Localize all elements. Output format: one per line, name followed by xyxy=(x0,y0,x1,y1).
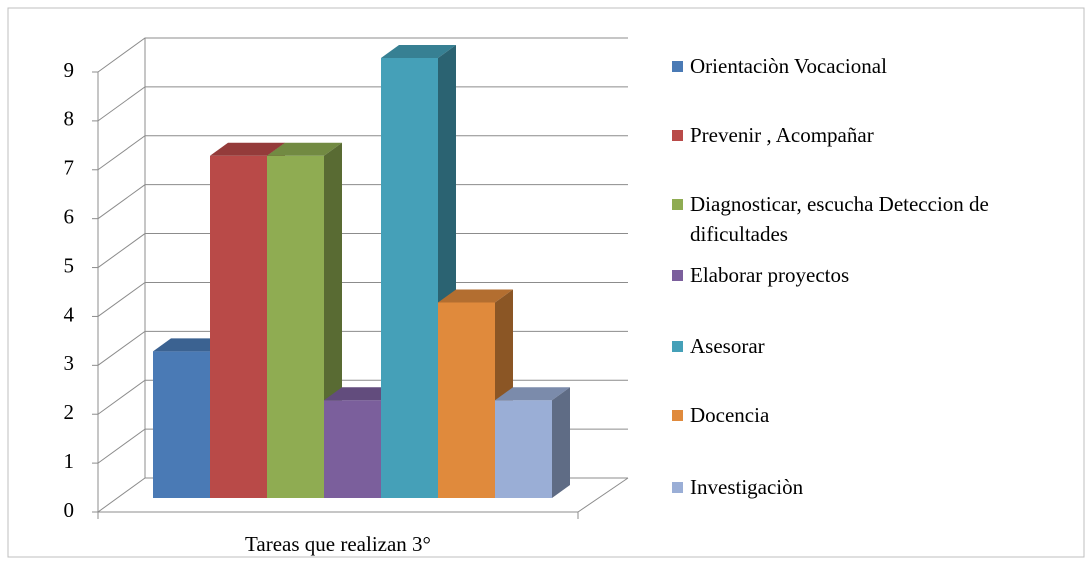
bar xyxy=(381,58,438,498)
legend-label: Elaborar proyectos xyxy=(690,263,850,287)
legend-swatch xyxy=(672,199,683,210)
grid-line xyxy=(97,135,628,171)
grid-line xyxy=(97,281,628,317)
legend-swatch xyxy=(672,341,683,352)
grid-line xyxy=(97,37,628,73)
y-tick-label: 0 xyxy=(64,498,75,522)
bar-side xyxy=(552,387,570,498)
legend-item: Diagnosticar, escucha Deteccion de dific… xyxy=(672,189,1052,249)
bar-top xyxy=(324,387,399,401)
legend-label: Diagnosticar, escucha Deteccion de dific… xyxy=(690,192,989,246)
y-tick-label: 7 xyxy=(64,156,75,180)
legend-label: Prevenir , Acompañar xyxy=(690,123,874,147)
legend-swatch xyxy=(672,130,683,141)
grid-line xyxy=(97,86,628,122)
legend-item: Docencia xyxy=(672,400,1052,430)
bar-top xyxy=(210,142,285,156)
legend-label: Orientaciòn Vocacional xyxy=(690,54,887,78)
y-tick-label: 2 xyxy=(64,400,75,424)
bar-top xyxy=(381,45,456,58)
y-tick-label: 3 xyxy=(64,351,75,375)
y-tick-label: 9 xyxy=(64,58,75,82)
y-tick-label: 4 xyxy=(64,302,75,326)
bar-top xyxy=(495,387,570,401)
y-tick-label: 6 xyxy=(64,204,75,228)
bar xyxy=(210,155,267,498)
grid-line xyxy=(97,233,628,268)
legend-label: Docencia xyxy=(690,403,770,427)
legend-swatch xyxy=(672,482,683,493)
legend-item: Elaborar proyectos xyxy=(672,260,1052,290)
legend-item: Asesorar xyxy=(672,331,1052,361)
bar xyxy=(438,302,495,498)
chart-frame xyxy=(7,7,1085,558)
legend-label: Investigaciòn xyxy=(690,475,804,499)
bar xyxy=(495,400,552,498)
legend-label: Asesorar xyxy=(690,334,765,358)
floor-edge xyxy=(577,477,629,513)
y-tick-label: 5 xyxy=(64,253,75,277)
bar xyxy=(153,351,210,498)
legend-item: Orientaciòn Vocacional xyxy=(672,51,1052,81)
bar xyxy=(324,400,381,498)
bar xyxy=(267,155,324,498)
y-tick-label: 1 xyxy=(64,449,75,473)
grid-line xyxy=(97,184,628,220)
legend-swatch xyxy=(672,410,683,421)
legend-swatch xyxy=(672,61,683,72)
x-tick-label: Tareas que realizan 3° xyxy=(245,532,431,556)
legend-swatch xyxy=(672,270,683,281)
y-tick-label: 8 xyxy=(64,107,75,131)
bar-top xyxy=(267,142,342,156)
legend-item: Investigaciòn xyxy=(672,472,1052,502)
bar-top xyxy=(153,338,228,352)
bar-top xyxy=(438,289,513,303)
legend-item: Prevenir , Acompañar xyxy=(672,120,1052,150)
